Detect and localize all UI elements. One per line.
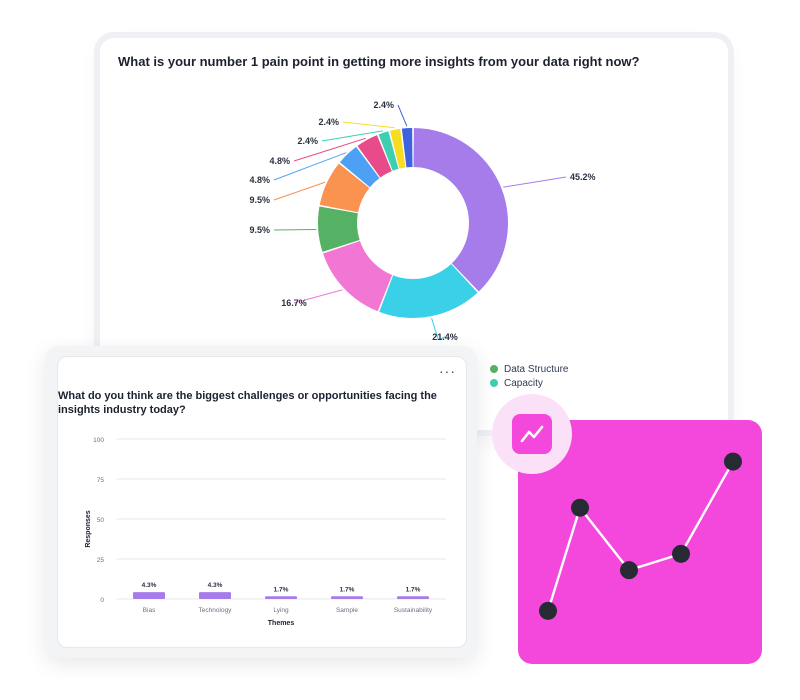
graph-point: [672, 544, 690, 563]
y-axis-title: Responses: [85, 510, 92, 547]
leader-line: [431, 318, 446, 341]
legend-label-data-structure: Data Structure: [504, 363, 569, 375]
donut-slice: [323, 240, 393, 312]
slice-value-label: 2.4%: [373, 100, 394, 110]
slice-value-label: 9.5%: [249, 225, 270, 235]
bar-data-label: 4.3%: [142, 582, 157, 589]
decorative-line-graph: [539, 452, 742, 620]
x-tick-label: Sample: [336, 607, 358, 614]
donut-slice: [413, 128, 509, 292]
donut-slice: [319, 163, 370, 213]
bar-data-label: 1.7%: [274, 586, 289, 593]
donut-slice: [401, 128, 413, 168]
y-tick-label: 50: [97, 517, 105, 524]
leader-line: [293, 289, 343, 304]
bar-chart-panel: ··· What do you think are the biggest ch…: [57, 356, 467, 648]
donut-slice: [378, 131, 399, 171]
chart-badge: [492, 394, 572, 474]
slice-value-label: 9.5%: [249, 195, 270, 205]
slice-value-label: 4.8%: [249, 175, 270, 185]
x-tick-label: Bias: [143, 607, 156, 614]
y-tick-label: 0: [100, 597, 104, 604]
slice-value-label: 45.2%: [570, 172, 596, 182]
donut-slice: [339, 146, 380, 188]
donut-slice: [357, 135, 392, 178]
y-tick-label: 75: [97, 477, 105, 484]
more-dots-icon[interactable]: ···: [439, 363, 456, 379]
bar: [199, 592, 231, 599]
chart-legend: Data Structure Capacity: [490, 362, 568, 390]
leader-line: [342, 121, 395, 129]
graph-line: [546, 460, 735, 612]
bar: [331, 596, 363, 599]
slice-value-label: 21.4%: [432, 332, 458, 342]
leader-line: [273, 181, 326, 201]
slice-value-label: 4.8%: [269, 156, 290, 166]
graph-point: [620, 561, 638, 580]
x-tick-label: Lying: [273, 607, 289, 614]
graph-point: [571, 498, 589, 517]
line-chart-icon[interactable]: [512, 414, 552, 454]
x-axis-title: Themes: [268, 620, 295, 627]
legend-item-data-structure[interactable]: Data Structure: [490, 362, 568, 376]
bar: [265, 596, 297, 599]
legend-item-capacity[interactable]: Capacity: [490, 376, 568, 390]
slice-value-label: 16.7%: [281, 298, 307, 308]
pie-chart-question: What is your number 1 pain point in gett…: [118, 54, 640, 69]
legend-label-capacity: Capacity: [504, 377, 543, 389]
line-chart-glyph: [520, 425, 544, 443]
bar-chart: 0 25 50 75 100 4.3% Bias 4.3% Technology 1.7% Lyin…: [85, 437, 446, 627]
x-tick-label: Technology: [199, 607, 233, 614]
leader-line: [321, 130, 383, 142]
leader-line: [293, 137, 367, 162]
slice-value-label: 2.4%: [297, 136, 318, 146]
legend-swatch-capacity: [490, 379, 498, 387]
donut-chart: 45.2%21.4%16.7%9.5%9.5%4.8%4.8%2.4%2.4%2…: [249, 100, 596, 342]
bar-data-label: 1.7%: [406, 586, 421, 593]
bar-chart-question: What do you think are the biggest challe…: [58, 390, 437, 416]
leader-line: [397, 104, 408, 127]
y-tick-label: 25: [97, 557, 105, 564]
leader-line: [273, 152, 347, 181]
bar-data-label: 4.3%: [208, 582, 223, 589]
y-tick-label: 100: [93, 437, 104, 444]
donut-slice: [390, 128, 406, 169]
bar-data-label: 1.7%: [340, 586, 355, 593]
x-tick-label: Sustainability: [394, 607, 433, 614]
legend-swatch-data-structure: [490, 365, 498, 373]
bar: [133, 592, 165, 599]
donut-slice: [379, 264, 478, 318]
graph-point: [539, 601, 557, 620]
leader-line: [503, 176, 567, 188]
bar: [397, 596, 429, 599]
donut-slice: [318, 206, 360, 252]
slice-value-label: 2.4%: [318, 117, 339, 127]
graph-point: [724, 452, 742, 471]
bar-chart-card: ··· What do you think are the biggest ch…: [45, 346, 477, 658]
